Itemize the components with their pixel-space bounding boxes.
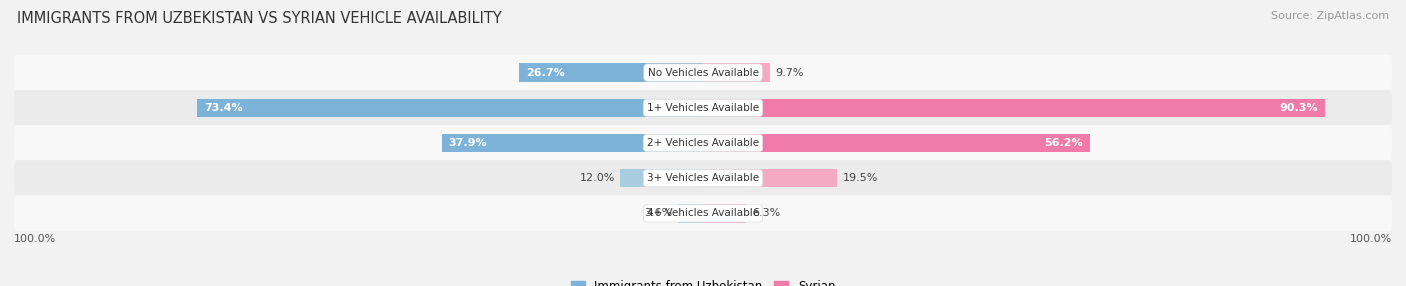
Text: 56.2%: 56.2% xyxy=(1045,138,1083,148)
Bar xyxy=(703,204,747,223)
Text: 37.9%: 37.9% xyxy=(449,138,488,148)
Text: Source: ZipAtlas.com: Source: ZipAtlas.com xyxy=(1271,11,1389,21)
Legend: Immigrants from Uzbekistan, Syrian: Immigrants from Uzbekistan, Syrian xyxy=(565,276,841,286)
FancyBboxPatch shape xyxy=(14,125,1392,161)
Bar xyxy=(703,63,770,82)
Bar xyxy=(519,63,703,82)
Text: 19.5%: 19.5% xyxy=(842,173,879,183)
Text: 1+ Vehicles Available: 1+ Vehicles Available xyxy=(647,103,759,113)
Text: 90.3%: 90.3% xyxy=(1279,103,1319,113)
Text: 2+ Vehicles Available: 2+ Vehicles Available xyxy=(647,138,759,148)
FancyBboxPatch shape xyxy=(14,160,1392,196)
FancyBboxPatch shape xyxy=(14,90,1392,126)
Bar xyxy=(703,99,1324,117)
Text: IMMIGRANTS FROM UZBEKISTAN VS SYRIAN VEHICLE AVAILABILITY: IMMIGRANTS FROM UZBEKISTAN VS SYRIAN VEH… xyxy=(17,11,502,26)
Bar xyxy=(441,134,703,152)
Bar xyxy=(678,204,703,223)
Text: 73.4%: 73.4% xyxy=(204,103,243,113)
Text: 3+ Vehicles Available: 3+ Vehicles Available xyxy=(647,173,759,183)
Text: 9.7%: 9.7% xyxy=(775,67,804,78)
Bar xyxy=(620,169,703,187)
Text: 6.3%: 6.3% xyxy=(752,208,780,219)
Text: 26.7%: 26.7% xyxy=(526,67,565,78)
Text: No Vehicles Available: No Vehicles Available xyxy=(648,67,758,78)
Text: 4+ Vehicles Available: 4+ Vehicles Available xyxy=(647,208,759,219)
Text: 3.6%: 3.6% xyxy=(644,208,672,219)
FancyBboxPatch shape xyxy=(14,55,1392,91)
Bar xyxy=(197,99,703,117)
Bar xyxy=(703,134,1090,152)
Text: 100.0%: 100.0% xyxy=(1350,234,1392,244)
Bar xyxy=(703,169,838,187)
Text: 12.0%: 12.0% xyxy=(579,173,614,183)
Text: 100.0%: 100.0% xyxy=(14,234,56,244)
FancyBboxPatch shape xyxy=(14,195,1392,231)
